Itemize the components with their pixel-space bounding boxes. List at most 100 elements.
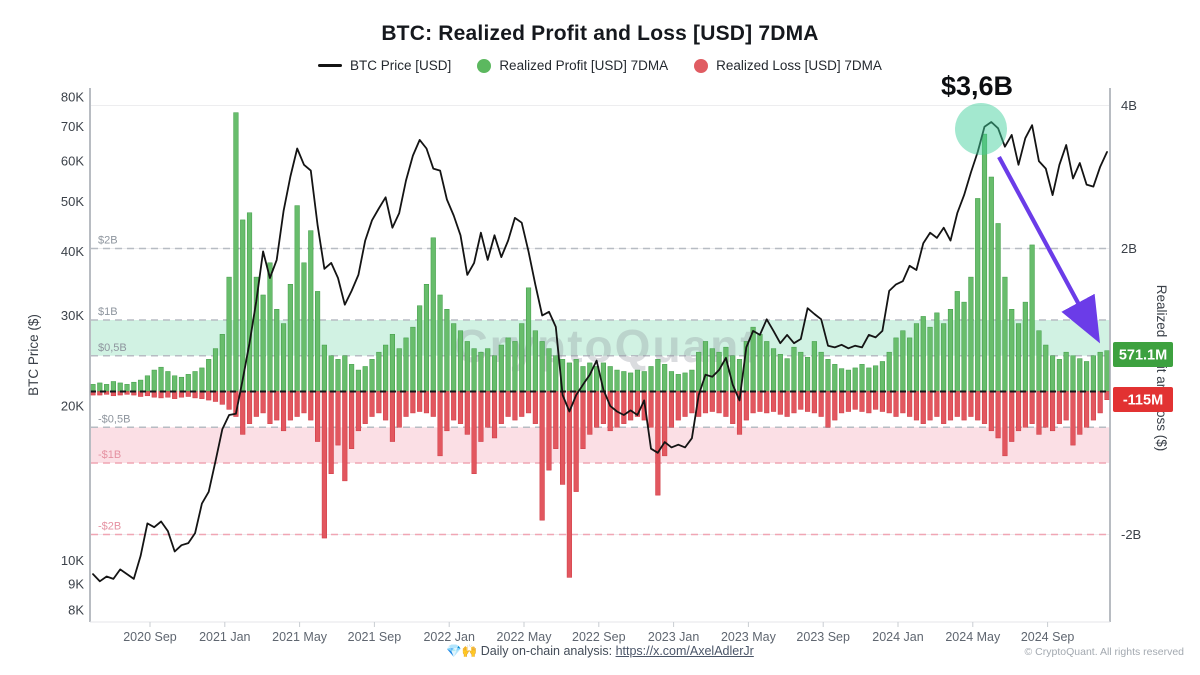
- profit-bar: [1056, 359, 1062, 392]
- loss-bar: [124, 391, 130, 395]
- loss-bar: [97, 391, 103, 396]
- profit-bar: [702, 341, 709, 392]
- loss-bar: [682, 391, 688, 417]
- loss-bar: [1022, 391, 1028, 428]
- profit-bar: [804, 356, 811, 392]
- loss-bar: [777, 391, 783, 415]
- analyst-link[interactable]: https://x.com/AxelAdlerJr: [615, 644, 754, 658]
- profit-bar: [784, 358, 790, 392]
- profit-bar: [1097, 351, 1103, 392]
- profit-bar: [1063, 351, 1069, 392]
- loss-bar: [1002, 391, 1008, 457]
- loss-bar: [403, 391, 409, 417]
- loss-bar: [873, 391, 879, 410]
- profit-bar: [757, 334, 763, 392]
- loss-bar: [655, 391, 661, 496]
- annotation-label: $3,6B: [941, 71, 1013, 101]
- loss-bar: [770, 391, 777, 412]
- loss-bar: [1009, 391, 1015, 442]
- loss-bar: [253, 391, 259, 417]
- loss-bar: [1029, 391, 1035, 424]
- profit-bar: [376, 351, 382, 392]
- profit-bar: [369, 359, 375, 392]
- loss-bar: [573, 391, 579, 492]
- profit-bar: [1084, 361, 1090, 392]
- profit-bar: [927, 326, 933, 392]
- profit-bar: [968, 276, 974, 392]
- profit-bar: [961, 301, 967, 392]
- profit-bar: [478, 351, 484, 392]
- loss-bar: [301, 391, 307, 414]
- profit-bar: [287, 284, 293, 392]
- loss-bar: [321, 391, 327, 539]
- loss-bar: [750, 391, 756, 414]
- loss-bar: [798, 391, 804, 410]
- profit-bar: [988, 176, 994, 392]
- legend-line-marker: [318, 64, 343, 67]
- profit-bar: [267, 262, 273, 392]
- profit-bar: [97, 382, 103, 392]
- loss-bar: [1097, 391, 1103, 414]
- legend-item: Realized Loss [USD] 7DMA: [694, 58, 882, 73]
- profit-bar: [246, 212, 253, 392]
- profit-bar: [1029, 244, 1035, 392]
- profit-badge-label: 571.1M: [1119, 348, 1167, 364]
- loss-bar: [369, 391, 375, 417]
- loss-bar: [566, 391, 572, 578]
- profit-bar: [845, 369, 851, 392]
- profit-bar: [219, 334, 225, 392]
- profit-bar: [764, 341, 770, 392]
- loss-bar: [927, 391, 933, 421]
- loss-bar: [913, 391, 920, 421]
- left-axis-tick-label: 9K: [68, 576, 84, 591]
- profit-bar: [260, 294, 266, 392]
- loss-bar: [628, 391, 634, 421]
- profit-bar: [634, 369, 640, 392]
- loss-bar: [696, 391, 702, 417]
- bottom-axis-tick-label: 2022 May: [497, 630, 553, 644]
- loss-bar: [1049, 391, 1056, 432]
- bottom-axis-tick-label: 2023 May: [721, 630, 777, 644]
- bottom-axis-tick-label: 2022 Jan: [423, 630, 474, 644]
- loss-bar: [546, 391, 552, 471]
- profit-bar: [1104, 350, 1110, 392]
- profit-bar: [859, 364, 865, 392]
- loss-bar: [274, 391, 280, 421]
- loss-bar: [308, 391, 314, 421]
- profit-bar: [825, 359, 831, 392]
- legend-item-label: Realized Profit [USD] 7DMA: [499, 58, 669, 73]
- loss-bar: [764, 391, 770, 414]
- profit-bar: [954, 291, 960, 392]
- profit-bar: [308, 230, 314, 392]
- loss-bar: [607, 391, 613, 432]
- loss-bar: [893, 391, 899, 417]
- profit-bar: [519, 323, 525, 392]
- bottom-axis-tick-label: 2022 Sep: [572, 630, 626, 644]
- profit-bar: [383, 344, 389, 392]
- annotation-circle: [955, 103, 1007, 155]
- reference-line-label: $1B: [98, 306, 118, 318]
- loss-bar: [267, 391, 273, 424]
- loss-bar: [280, 391, 287, 432]
- profit-bar: [668, 371, 675, 392]
- loss-bar: [172, 391, 178, 399]
- left-axis-tick-label: 50K: [61, 194, 84, 209]
- profit-bar: [131, 381, 137, 392]
- price-line-layer: [92, 121, 1108, 583]
- profit-badge-bg: [1113, 342, 1173, 367]
- profit-bar: [498, 344, 504, 392]
- loss-bar: [839, 391, 845, 414]
- bottom-axis-tick-label: 2023 Sep: [796, 630, 850, 644]
- profit-bar: [641, 371, 647, 392]
- loss-bar: [988, 391, 994, 432]
- profit-bar: [233, 112, 239, 392]
- loss-bar: [587, 391, 593, 435]
- profit-bar: [621, 371, 627, 392]
- loss-bar: [995, 391, 1001, 439]
- profit-bar: [185, 374, 191, 392]
- profit-bar: [566, 362, 572, 392]
- profit-bar: [355, 369, 361, 392]
- profit-bar: [417, 305, 423, 392]
- profit-bar: [1043, 344, 1049, 392]
